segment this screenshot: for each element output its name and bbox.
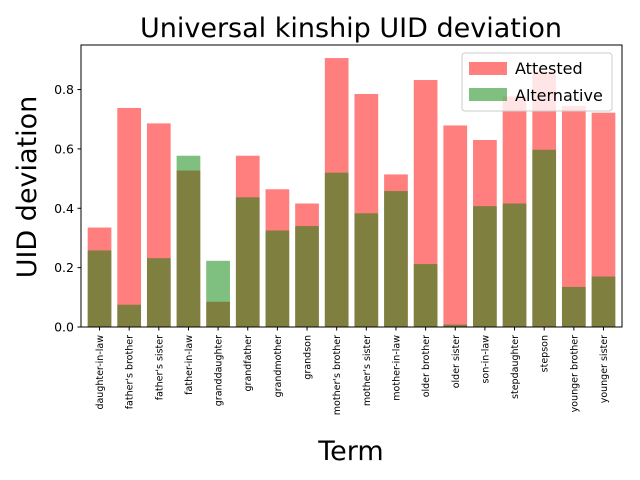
x-tick-label: older sister [451,335,462,388]
x-tick-label: older brother [421,335,432,397]
legend-label-attested: Attested [515,59,583,78]
chart-title: Universal kinship UID deviation [140,13,562,44]
bar-alternative-6 [265,230,290,327]
y-tick-label: 0.6 [54,141,74,156]
x-tick-label: mother's sister [362,335,373,406]
bar-alternative-15 [532,149,557,327]
x-tick-label: grandfather [243,335,254,392]
bar-alternative-4 [206,260,230,327]
bar-alternative-12 [443,324,468,327]
x-tick-label: daughter-in-law [95,335,106,410]
y-axis-label: UID deviation [12,96,43,279]
bar-alternative-9 [354,213,379,327]
plot-frame [80,44,623,328]
bar-attested-1 [117,107,142,327]
y-axis-ticks: 0.0 0.2 0.4 0.6 0.8 [54,82,81,335]
bars [87,58,616,328]
x-tick-label: younger brother [569,335,580,412]
y-tick-label: 0.2 [54,260,74,275]
bar-attested-17 [591,112,616,328]
bar-alternative-11 [413,264,438,327]
x-tick-label: grandson [303,335,314,380]
x-axis-ticks: daughter-in-law father's brother father's … [95,327,610,415]
bar-alternative-7 [295,226,319,327]
x-tick-label: mother's brother [332,335,343,415]
y-tick-label: 0.8 [54,82,74,97]
legend: Attested Alternative [461,52,613,112]
bar-alternative-17 [591,276,616,327]
y-tick-label: 0.4 [54,201,74,216]
bar-alternative-13 [473,206,497,327]
plot-area: 0.0 0.2 0.4 0.6 0.8 daughter-in-law father's … [54,44,623,415]
bar-attested-16 [561,105,586,327]
x-tick-label: stepson [540,335,551,372]
x-tick-label: younger sister [599,335,610,403]
x-tick-label: stepdaughter [510,335,521,399]
bar-alternative-2 [146,258,171,327]
bar-alternative-14 [502,203,527,327]
bar-attested-12 [443,125,468,327]
bar-alternative-1 [117,304,142,327]
bar-alternative-3 [176,155,201,327]
bar-alternative-8 [324,172,349,327]
x-tick-label: father's brother [125,335,136,409]
x-tick-label: father's sister [154,335,165,400]
legend-label-alternative: Alternative [515,86,603,105]
bar-alternative-16 [561,286,586,327]
bar-alternative-0 [87,250,112,327]
bar-alternative-5 [235,197,260,327]
bar-alternative-10 [384,191,408,327]
x-tick-label: son-in-law [480,335,491,384]
x-tick-label: grandmother [273,335,284,397]
y-tick-label: 0.0 [54,320,74,335]
legend-swatch-alternative [469,88,507,101]
x-tick-label: granddaughter [214,335,225,406]
x-axis-label: Term [317,436,383,467]
x-tick-label: mother-in-law [391,335,402,401]
legend-swatch-attested [469,62,507,75]
x-tick-label: father-in-law [184,335,195,395]
